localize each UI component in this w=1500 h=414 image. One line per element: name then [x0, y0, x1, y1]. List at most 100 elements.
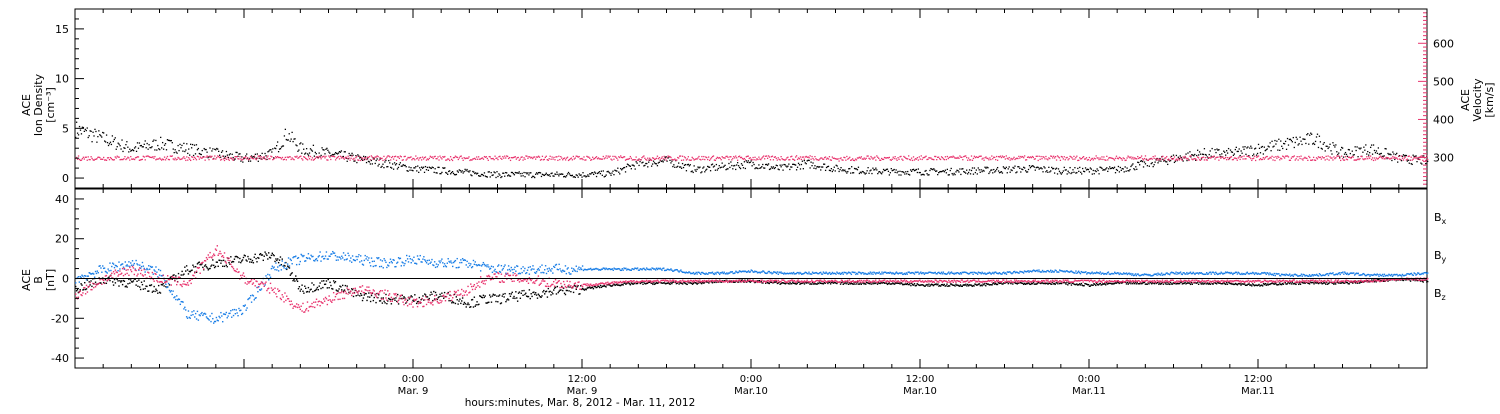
data-point — [258, 155, 260, 158]
data-point — [920, 174, 922, 176]
data-point — [223, 265, 226, 268]
data-point — [481, 173, 484, 176]
data-point — [682, 159, 685, 161]
data-point — [652, 283, 654, 286]
data-point — [543, 174, 546, 177]
data-point — [1131, 158, 1133, 160]
data-point — [600, 170, 603, 172]
data-point — [532, 157, 534, 160]
data-point — [570, 290, 572, 293]
data-point — [386, 266, 388, 269]
data-point — [537, 293, 540, 295]
data-point — [1203, 159, 1206, 161]
data-point — [113, 159, 115, 161]
data-point — [648, 161, 650, 163]
data-point — [1293, 155, 1295, 157]
data-point — [540, 296, 542, 299]
data-point — [907, 158, 909, 160]
data-point — [160, 275, 163, 277]
data-point — [506, 273, 508, 275]
data-point — [1108, 157, 1110, 159]
data-point — [769, 159, 772, 161]
data-point — [641, 162, 643, 164]
data-point — [459, 155, 461, 158]
data-point — [1309, 281, 1312, 283]
data-point — [309, 289, 311, 291]
data-point — [289, 156, 291, 158]
data-point — [740, 163, 743, 165]
data-point — [1345, 153, 1348, 156]
data-point — [751, 165, 753, 167]
data-point — [1030, 283, 1032, 286]
data-point — [805, 163, 807, 165]
data-point — [352, 258, 355, 261]
data-point — [980, 155, 982, 157]
data-point — [1210, 155, 1212, 157]
data-point — [470, 263, 472, 265]
data-point — [746, 281, 748, 283]
data-point — [260, 156, 262, 158]
data-point — [693, 159, 695, 161]
data-point — [801, 282, 804, 284]
data-point — [1279, 282, 1281, 284]
data-point — [1360, 280, 1362, 283]
data-point — [318, 155, 320, 158]
data-point — [519, 158, 521, 160]
data-point — [139, 267, 142, 269]
data-point — [852, 159, 855, 162]
data-point — [188, 316, 191, 319]
data-point — [803, 159, 805, 162]
data-point — [1100, 166, 1102, 169]
data-point — [984, 157, 986, 159]
data-point — [1285, 283, 1287, 285]
data-point — [1074, 283, 1076, 286]
data-point — [391, 298, 393, 301]
data-point — [591, 286, 594, 289]
data-point — [594, 172, 597, 174]
data-point — [1412, 154, 1414, 156]
data-point — [971, 285, 973, 288]
data-point — [1275, 155, 1277, 158]
data-point — [279, 256, 282, 258]
data-point — [1031, 165, 1034, 167]
data-point — [1224, 282, 1226, 285]
data-point — [730, 280, 733, 282]
data-point — [486, 302, 488, 304]
data-point — [84, 275, 87, 277]
data-point — [447, 173, 449, 176]
data-point — [291, 131, 293, 134]
data-point — [265, 158, 267, 161]
data-point — [678, 283, 680, 285]
data-point — [456, 299, 458, 301]
data-point — [1080, 158, 1082, 160]
data-point — [271, 151, 273, 153]
data-point — [541, 155, 544, 157]
data-point — [102, 267, 105, 270]
data-point — [1344, 281, 1347, 283]
data-point — [239, 309, 241, 312]
data-point — [443, 156, 445, 158]
data-point — [647, 268, 650, 271]
data-point — [613, 158, 615, 160]
data-point — [1242, 158, 1244, 160]
data-point — [255, 157, 258, 159]
data-point — [1251, 159, 1253, 162]
data-point — [148, 265, 150, 267]
data-point — [1017, 282, 1019, 284]
data-point — [553, 266, 556, 269]
data-point — [1194, 157, 1196, 160]
data-point — [100, 282, 102, 284]
data-point — [1203, 282, 1205, 284]
data-point — [963, 170, 965, 173]
data-point — [733, 281, 735, 283]
data-point — [348, 254, 350, 257]
data-point — [495, 300, 497, 303]
data-point — [764, 158, 766, 160]
data-point — [415, 263, 418, 265]
data-point — [559, 158, 561, 161]
data-point — [699, 166, 701, 168]
data-point — [558, 290, 560, 293]
data-point — [883, 156, 886, 159]
data-point — [154, 290, 156, 293]
data-point — [1281, 282, 1284, 285]
